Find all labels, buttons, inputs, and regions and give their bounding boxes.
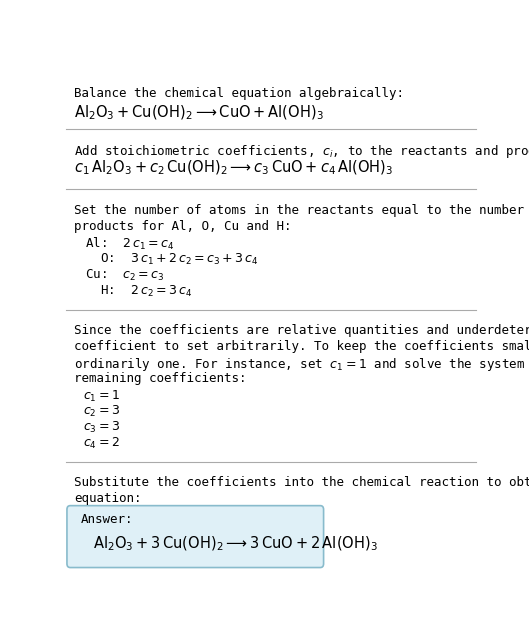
Text: $c_3 = 3$: $c_3 = 3$ <box>83 420 120 435</box>
Text: Balance the chemical equation algebraically:: Balance the chemical equation algebraica… <box>74 87 404 100</box>
Text: $c_1\,\mathrm{Al_2O_3} + c_2\,\mathrm{Cu(OH)_2} \longrightarrow c_3\,\mathrm{CuO: $c_1\,\mathrm{Al_2O_3} + c_2\,\mathrm{Cu… <box>74 159 394 177</box>
Text: Al:  $2\,c_1 = c_4$: Al: $2\,c_1 = c_4$ <box>85 236 174 253</box>
Text: $\mathrm{Al_2O_3 + 3\,Cu(OH)_2 \longrightarrow 3\,CuO + 2\,Al(OH)_3}$: $\mathrm{Al_2O_3 + 3\,Cu(OH)_2 \longrigh… <box>93 534 378 552</box>
Text: Add stoichiometric coefficients, $c_i$, to the reactants and products:: Add stoichiometric coefficients, $c_i$, … <box>74 143 529 160</box>
Text: Substitute the coefficients into the chemical reaction to obtain the balanced: Substitute the coefficients into the che… <box>74 476 529 489</box>
Text: Answer:: Answer: <box>80 514 133 527</box>
Text: O:  $3\,c_1 + 2\,c_2 = c_3 + 3\,c_4$: O: $3\,c_1 + 2\,c_2 = c_3 + 3\,c_4$ <box>85 252 258 267</box>
Text: equation:: equation: <box>74 492 142 505</box>
Text: coefficient to set arbitrarily. To keep the coefficients small, the arbitrary va: coefficient to set arbitrarily. To keep … <box>74 340 529 353</box>
Text: $c_1 = 1$: $c_1 = 1$ <box>83 388 120 404</box>
Text: $c_2 = 3$: $c_2 = 3$ <box>83 404 120 419</box>
Text: Set the number of atoms in the reactants equal to the number of atoms in the: Set the number of atoms in the reactants… <box>74 204 529 216</box>
Text: products for Al, O, Cu and H:: products for Al, O, Cu and H: <box>74 219 292 233</box>
FancyBboxPatch shape <box>67 505 324 567</box>
Text: ordinarily one. For instance, set $c_1 = 1$ and solve the system of equations fo: ordinarily one. For instance, set $c_1 =… <box>74 356 529 373</box>
Text: remaining coefficients:: remaining coefficients: <box>74 372 247 385</box>
Text: H:  $2\,c_2 = 3\,c_4$: H: $2\,c_2 = 3\,c_4$ <box>85 284 191 299</box>
Text: Since the coefficients are relative quantities and underdetermined, choose a: Since the coefficients are relative quan… <box>74 324 529 337</box>
Text: $c_4 = 2$: $c_4 = 2$ <box>83 436 119 451</box>
Text: $\mathrm{Al_2O_3 + Cu(OH)_2 \longrightarrow CuO + Al(OH)_3}$: $\mathrm{Al_2O_3 + Cu(OH)_2 \longrightar… <box>74 103 324 122</box>
Text: Cu:  $c_2 = c_3$: Cu: $c_2 = c_3$ <box>85 268 164 283</box>
